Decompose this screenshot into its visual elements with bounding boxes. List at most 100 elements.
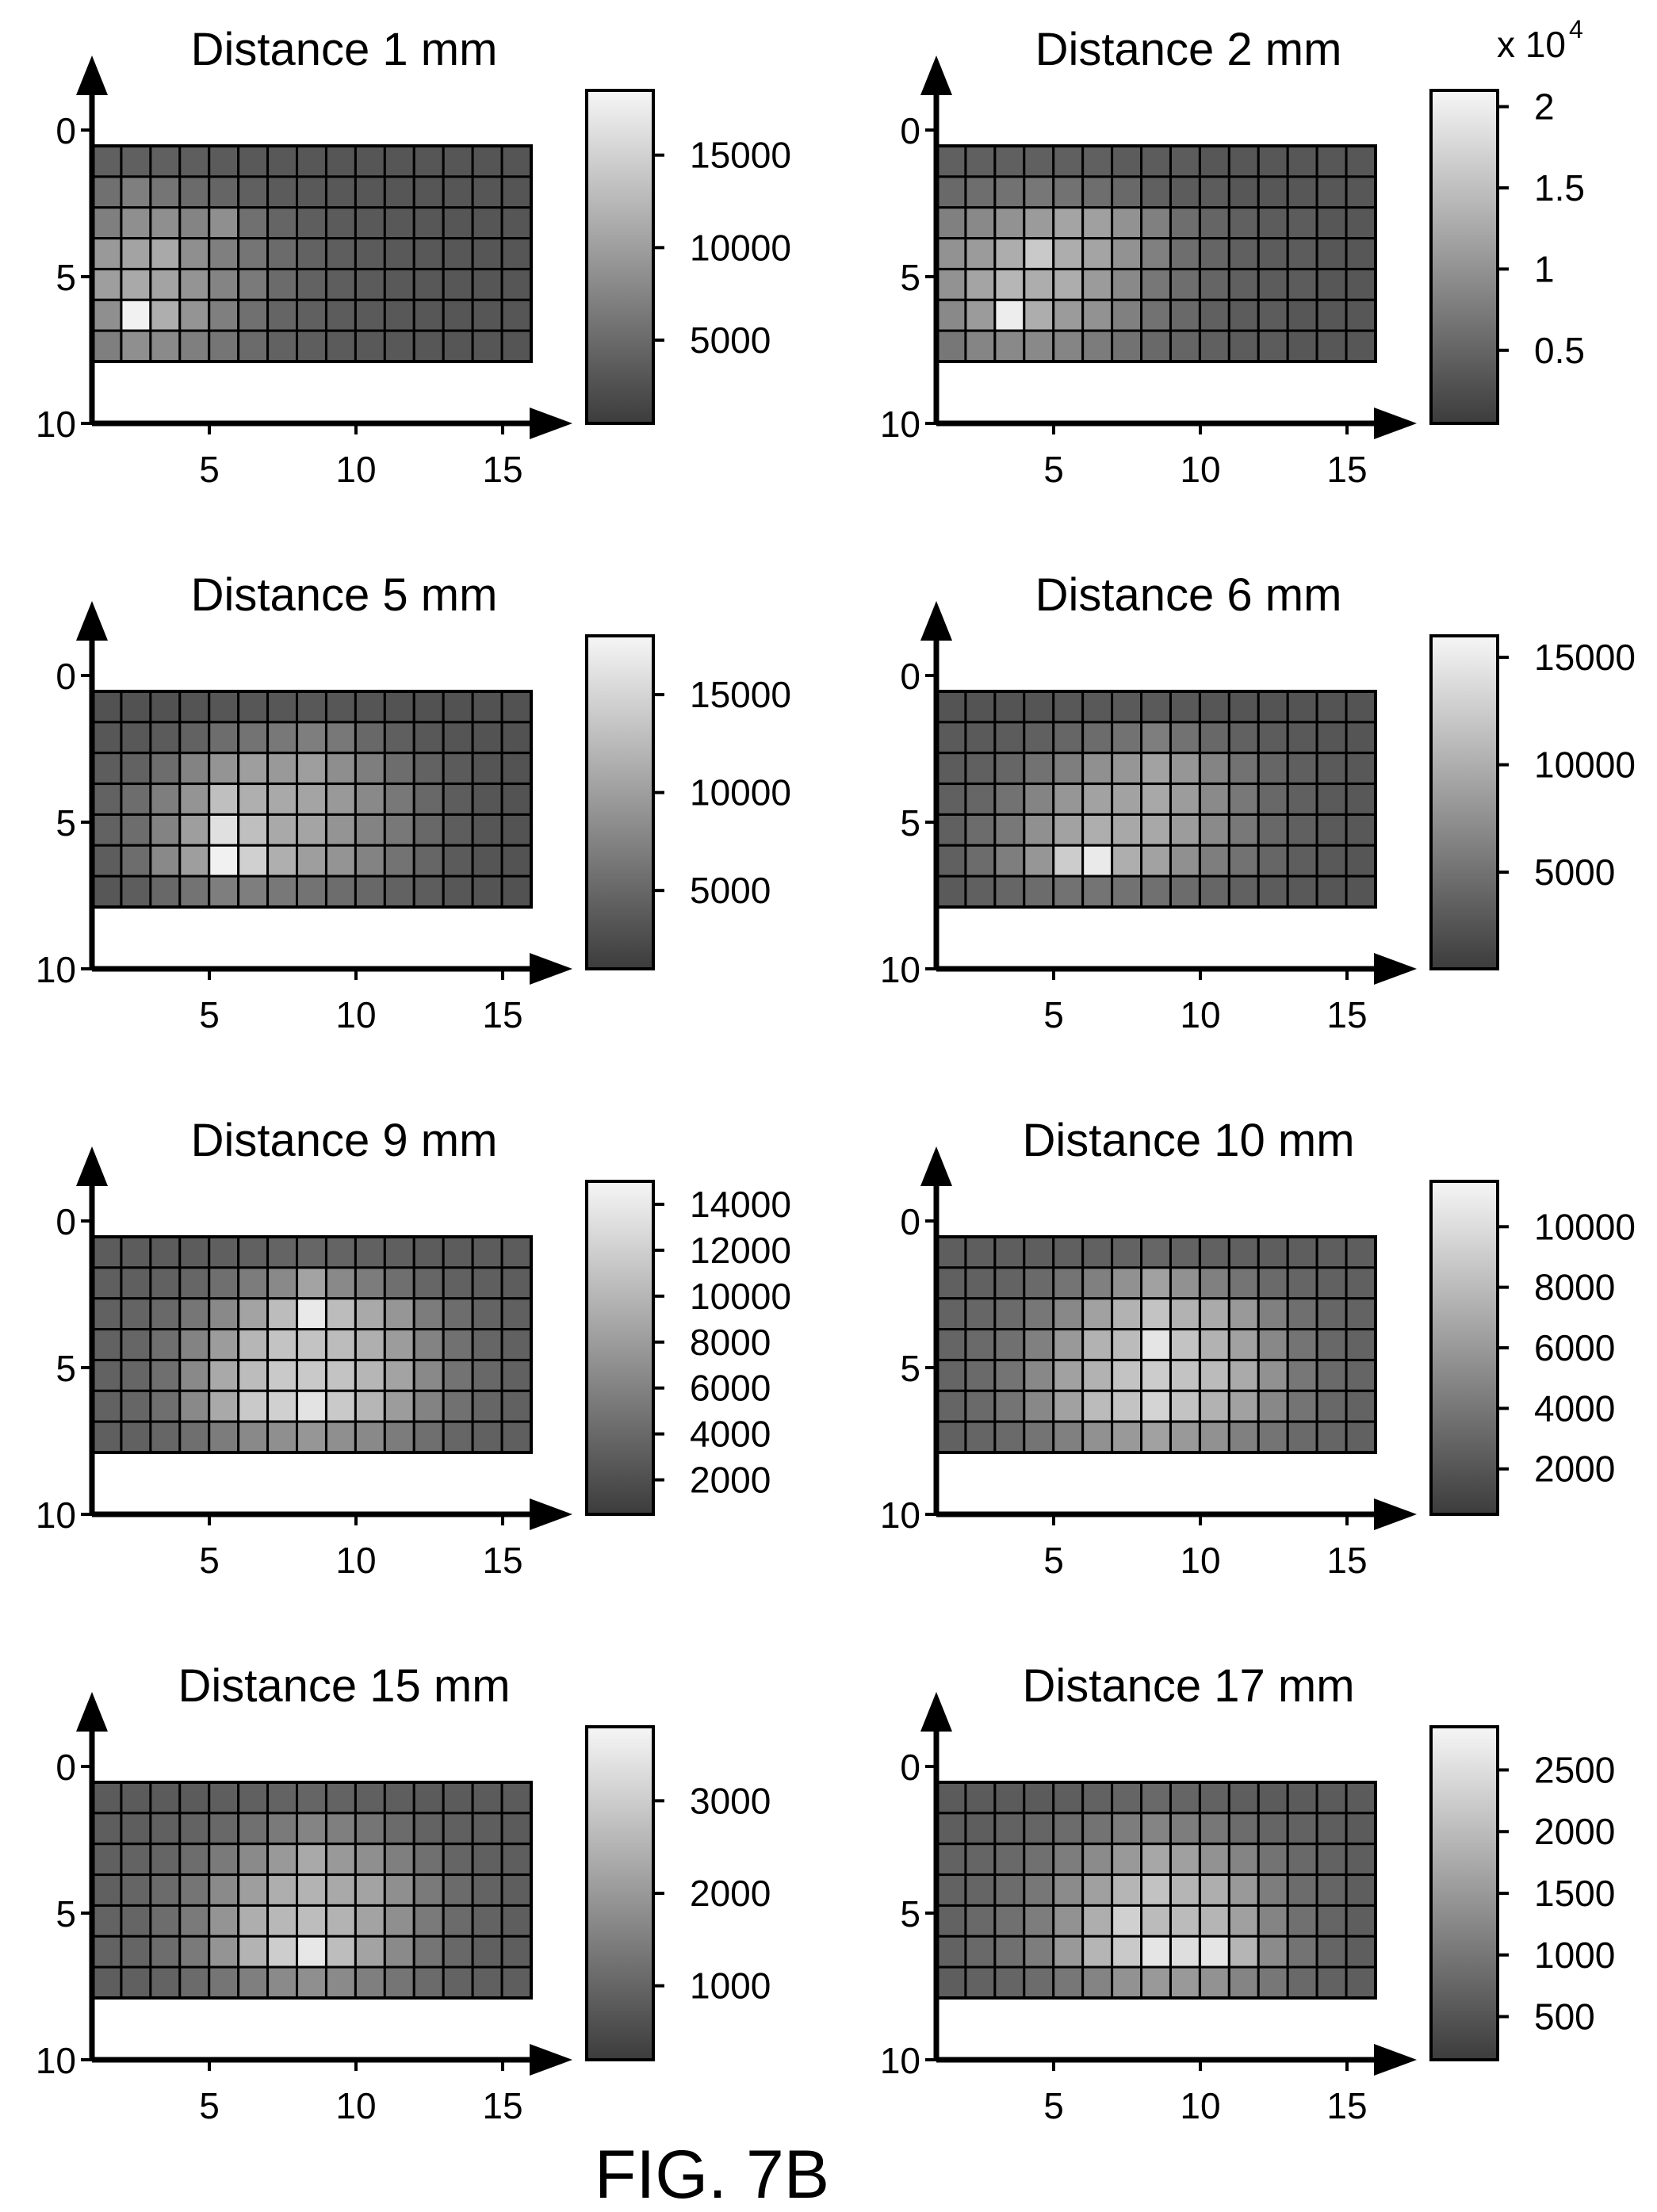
colorbar	[587, 1181, 653, 1514]
heatmap-cell	[121, 1268, 151, 1299]
x-tick-label: 5	[199, 449, 220, 490]
heatmap-cell	[414, 1782, 443, 1813]
heatmap-cell	[268, 269, 297, 300]
heatmap-cell	[1170, 784, 1200, 815]
heatmap-cell	[180, 876, 209, 907]
heatmap-cell	[297, 1391, 327, 1422]
heatmap-cell	[209, 177, 239, 208]
heatmap-cell	[209, 1237, 239, 1268]
x-tick-label: 15	[1326, 1540, 1367, 1581]
heatmap-cell	[502, 1237, 531, 1268]
heatmap-cell	[151, 146, 180, 177]
colorbar	[1431, 1181, 1498, 1514]
heatmap-cell	[1054, 1237, 1083, 1268]
heatmap-cell	[473, 239, 502, 270]
heatmap-cell	[1288, 1875, 1317, 1906]
y-tick-label: 5	[900, 802, 920, 844]
heatmap-cell	[473, 1360, 502, 1391]
heatmap-cell	[209, 691, 239, 722]
heatmap-cell	[414, 1360, 443, 1391]
heatmap-cell	[1288, 1268, 1317, 1299]
heatmap-cell	[268, 814, 297, 845]
heatmap-cell	[1258, 845, 1288, 876]
heatmap-cell	[92, 1299, 121, 1330]
heatmap-cell	[268, 239, 297, 270]
y-tick-label: 0	[900, 656, 920, 697]
colorbar-tick-label: 500	[1534, 1996, 1595, 2038]
heatmap-cell	[121, 208, 151, 239]
heatmap-cell	[995, 1813, 1024, 1844]
heatmap-cell	[1200, 177, 1229, 208]
heatmap-cell	[1170, 1360, 1200, 1391]
heatmap-cell	[1024, 784, 1054, 815]
heatmap-cell	[502, 1905, 531, 1936]
heatmap-cell	[1229, 845, 1258, 876]
heatmap-cell	[385, 1299, 414, 1330]
heatmap-cell	[995, 146, 1024, 177]
heatmap-cell	[355, 269, 385, 300]
heatmap-cell	[239, 1360, 268, 1391]
heatmap-cell	[1142, 177, 1171, 208]
heatmap-cell	[443, 177, 473, 208]
colorbar-tick-label: 4000	[1534, 1387, 1615, 1429]
x-axis-arrow	[530, 1498, 572, 1530]
heatmap-cell	[1054, 845, 1083, 876]
heatmap-cell	[1112, 1875, 1142, 1906]
heatmap-cell	[180, 239, 209, 270]
heatmap-cell	[121, 1844, 151, 1875]
heatmap-cell	[1200, 691, 1229, 722]
colorbar-tick-label: 14000	[690, 1184, 791, 1225]
heatmap-cell	[268, 845, 297, 876]
heatmap-cell	[502, 1360, 531, 1391]
heatmap-cell	[209, 208, 239, 239]
heatmap-cell	[355, 1268, 385, 1299]
heatmap-cell	[92, 1237, 121, 1268]
y-tick-label: 10	[880, 1494, 920, 1536]
heatmap-cell	[121, 146, 151, 177]
heatmap-cell	[268, 753, 297, 784]
heatmap-cell	[121, 1237, 151, 1268]
heatmap-cell	[268, 722, 297, 753]
colorbar	[587, 90, 653, 423]
heatmap-cell	[209, 239, 239, 270]
heatmap-cell	[1024, 146, 1054, 177]
y-tick-label: 10	[36, 949, 76, 990]
heatmap-cell	[473, 876, 502, 907]
heatmap-cell	[1317, 300, 1346, 331]
heatmap-cell	[473, 1875, 502, 1906]
heatmap-cell	[151, 1905, 180, 1936]
heatmap-cell	[209, 331, 239, 362]
heatmap-cell	[502, 753, 531, 784]
heatmap-cell	[414, 208, 443, 239]
heatmap-cell	[209, 1422, 239, 1452]
heatmap-cell	[502, 1936, 531, 1967]
heatmap-cell	[502, 1268, 531, 1299]
heatmap-cell	[1288, 1360, 1317, 1391]
heatmap-cell	[414, 1422, 443, 1452]
heatmap-cell	[1229, 1330, 1258, 1360]
heatmap-cell	[1288, 269, 1317, 300]
heatmap-cell	[936, 1237, 966, 1268]
heatmap-cell	[239, 208, 268, 239]
heatmap-cell	[1054, 300, 1083, 331]
heatmap-cell	[326, 1905, 355, 1936]
heatmap-cell	[1083, 1844, 1112, 1875]
heatmap-cell	[1024, 722, 1054, 753]
heatmap-cell	[1142, 146, 1171, 177]
y-axis-arrow	[76, 55, 108, 95]
heatmap-cell	[385, 239, 414, 270]
heatmap-cell	[1054, 1268, 1083, 1299]
heatmap-cell	[239, 239, 268, 270]
heatmap-cell	[355, 814, 385, 845]
heatmap-cell	[239, 1905, 268, 1936]
heatmap-cell	[268, 691, 297, 722]
heatmap-cell	[297, 1813, 327, 1844]
heatmap-cell	[180, 1422, 209, 1452]
heatmap-cell	[151, 1299, 180, 1330]
heatmap-cell	[473, 1936, 502, 1967]
heatmap-cell	[1200, 753, 1229, 784]
heatmap-cell	[1317, 1905, 1346, 1936]
heatmap-cell	[1346, 208, 1376, 239]
heatmap-cell	[1054, 1905, 1083, 1936]
heatmap-cell	[209, 1299, 239, 1330]
